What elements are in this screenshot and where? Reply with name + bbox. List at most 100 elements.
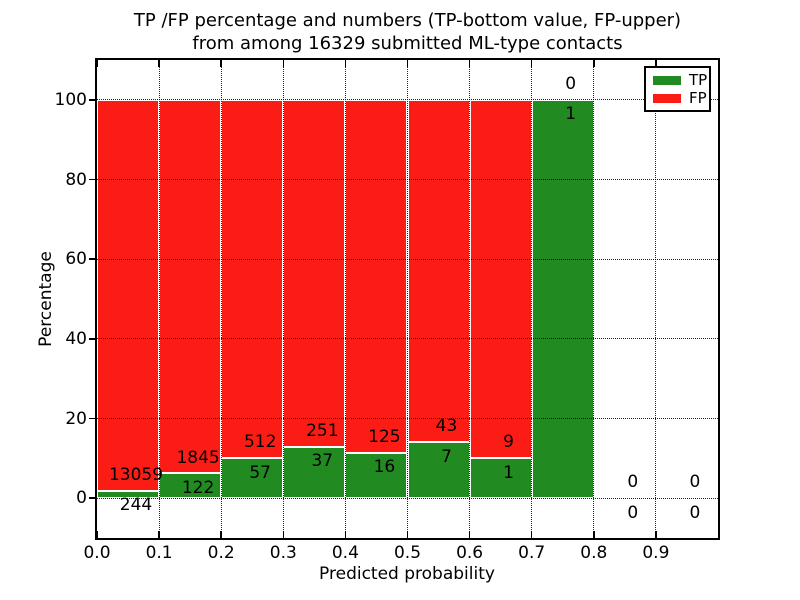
x-tick-mark-top [344,60,347,67]
annotation-fp-count: 0 [627,472,639,493]
y-tick-label: 100 [54,89,87,110]
annotation-tp-count: 37 [311,451,334,472]
vertical-gridline [593,60,595,538]
y-tick-mark [89,338,95,340]
x-tick-label: 0.4 [331,543,359,563]
y-tick-mark [89,417,95,420]
annotation-fp-count: 9 [503,432,515,453]
bar-segment-tp [531,99,594,499]
chart-title-line2: from among 16329 submitted ML-type conta… [192,33,623,54]
bar-segment-fp [221,99,284,459]
bar-segment-fp [97,99,160,491]
vertical-gridline [344,60,346,538]
chart-title-line1: TP /FP percentage and numbers (TP-bottom… [133,10,682,31]
bar-segment-tp [345,452,408,499]
annotation-tp-count: 1 [503,462,515,483]
chart-title: TP /FP percentage and numbers (TP-bottom… [97,9,718,55]
annotation-tp-count: 16 [373,457,396,478]
annotation-tp-count: 57 [249,462,272,483]
annotation-tp-count: 1 [565,104,577,125]
legend: TP FP [644,66,711,112]
x-tick-mark [282,531,285,538]
bar-segment-fp [159,99,222,474]
annotation-tp-count: 244 [119,495,153,516]
annotation-fp-count: 43 [435,416,458,437]
annotation-tp-count: 0 [689,502,701,523]
x-tick-mark-top [593,60,595,67]
y-tick-label: 20 [65,408,87,429]
bar-segment-tp [469,458,532,499]
x-tick-mark-top [406,60,409,67]
vertical-gridline [531,60,533,538]
horizontal-gridline [97,497,718,499]
vertical-gridline [469,60,471,538]
y-tick-label: 60 [65,249,87,270]
horizontal-gridline [97,99,718,101]
y-tick-label: 0 [76,488,87,509]
x-tick-mark-top [468,60,471,67]
y-tick-label: 40 [65,328,87,349]
x-tick-label: 0.1 [145,543,173,563]
bar-segment-fp [283,99,346,447]
vertical-gridline [220,60,222,538]
bar-segment-fp [345,99,408,453]
bar-segment-tp [283,446,346,499]
x-tick-label: 0.6 [456,543,484,563]
annotation-tp-count: 7 [441,446,452,467]
bar-segment-tp [407,442,470,499]
annotation-fp-count: 251 [306,421,339,442]
annotation-fp-count: 0 [565,73,577,94]
annotation-fp-count: 1845 [176,447,220,468]
x-tick-label: 0.2 [207,543,235,563]
x-tick-label: 0.7 [518,543,546,563]
horizontal-gridline [97,258,718,260]
annotation-fp-count: 512 [243,432,277,453]
legend-swatch-fp-icon [653,93,681,103]
annotation-fp-count: 0 [689,472,701,493]
annotation-fp-count: 125 [368,427,401,448]
x-tick-mark-top [158,60,160,67]
x-tick-mark [530,531,533,538]
y-tick-mark [89,258,95,260]
y-tick-mark [89,178,95,181]
bar-segment-tp [221,458,284,499]
y-tick-mark [89,497,95,499]
bar-segment-fp [469,99,532,459]
vertical-gridline [158,60,160,538]
vertical-gridline [282,60,284,538]
x-tick-mark [468,531,471,538]
x-tick-label: 0.0 [83,543,111,563]
x-tick-mark [406,531,409,538]
x-tick-mark-top [655,60,657,67]
x-tick-mark-top [282,60,285,67]
bar-segment-tp [97,490,160,499]
x-tick-mark [344,531,347,538]
x-tick-mark-top [96,60,98,67]
x-tick-label: 0.3 [269,543,297,563]
horizontal-gridline [97,418,718,419]
x-tick-mark-top [530,60,533,67]
horizontal-gridline [97,179,718,180]
x-tick-label: 0.5 [393,543,422,563]
legend-entry-fp: FP [653,90,709,106]
x-tick-label: 0.8 [580,543,608,563]
legend-swatch-tp-icon [653,75,681,85]
plot-area: 13059 244 1845 122 512 57 251 37 125 16 43 7 9 1 0 1 0 0 0… [55,58,720,563]
annotation-tp-count: 0 [627,502,639,523]
y-tick-label: 80 [65,169,87,190]
annotation-fp-count: 13059 [108,464,164,485]
bar-segment-fp [407,99,470,443]
annotation-tp-count: 122 [181,477,215,498]
x-tick-mark [96,531,98,538]
legend-label-tp: TP [689,70,708,89]
x-tick-label: 0.9 [642,543,670,563]
vertical-gridline [407,60,408,538]
y-tick-mark [89,99,95,101]
x-axis-label: Predicted probability [319,564,495,584]
x-tick-mark-top [220,60,222,67]
vertical-gridline [655,60,657,538]
x-tick-mark [655,531,657,538]
horizontal-gridline [97,338,718,340]
x-tick-mark [593,531,595,538]
